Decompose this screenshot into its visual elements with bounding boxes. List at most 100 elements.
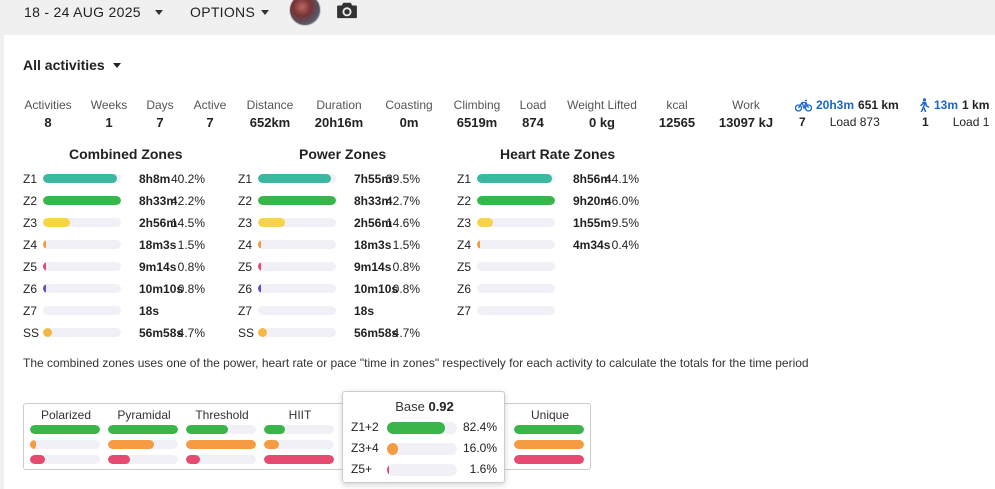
zone-row: Z4 18m3s 1.5% bbox=[23, 236, 213, 254]
zone-label: Z2 bbox=[23, 194, 38, 208]
zone-row: Z1 8h8m 40.2% bbox=[23, 170, 213, 188]
distribution-bar bbox=[514, 455, 584, 464]
stat-kcal: kcal 12565 bbox=[652, 98, 702, 130]
zone-bar-fill bbox=[258, 240, 262, 249]
zone-bar bbox=[258, 196, 336, 205]
zone-time: 2h56m bbox=[139, 216, 178, 230]
zone-row: Z7 18s bbox=[23, 302, 213, 320]
zone-label: Z5 bbox=[23, 260, 38, 274]
stat-label: Weight Lifted bbox=[567, 98, 637, 112]
options-label: OPTIONS bbox=[190, 4, 256, 20]
zone-time: 18s bbox=[354, 304, 375, 318]
zone-bar bbox=[258, 218, 336, 227]
date-range-selector[interactable]: 18 - 24 AUG 2025 bbox=[24, 4, 163, 20]
base-tooltip: Base 0.92 Z1+2 82.4% Z3+4 16.0% Z5+ 1.6% bbox=[342, 391, 505, 483]
zone-row: Z5 9m14s 0.8% bbox=[23, 258, 213, 276]
zone-bar bbox=[477, 218, 555, 227]
stat-distance: Distance 652km bbox=[242, 98, 298, 130]
zone-label: Z3 bbox=[238, 216, 253, 230]
avatar[interactable] bbox=[289, 0, 321, 26]
options-menu-button[interactable]: OPTIONS bbox=[190, 4, 270, 20]
distribution-bar bbox=[186, 425, 256, 434]
zone-bar-fill bbox=[43, 262, 46, 271]
stat-label: Activities bbox=[24, 98, 72, 112]
stat-label: Coasting bbox=[385, 98, 433, 112]
zone-time: 1h55m bbox=[573, 216, 612, 230]
zone-bar bbox=[43, 306, 121, 315]
distribution-title: Polarized bbox=[40, 408, 92, 422]
chevron-down-icon bbox=[112, 62, 121, 68]
distribution-hiit[interactable]: HIIT bbox=[264, 408, 336, 464]
stat-value: 7 bbox=[206, 115, 214, 130]
zone-percent: 1.5% bbox=[177, 238, 205, 252]
distribution-unique[interactable]: Unique bbox=[514, 408, 586, 464]
tooltip-title-value: 0.92 bbox=[428, 399, 454, 414]
main-panel: All activities Activities 8 Weeks 1 Days… bbox=[4, 35, 995, 489]
tooltip-row-key: Z3+4 bbox=[351, 441, 379, 455]
distribution-bar bbox=[264, 455, 334, 464]
stat-value: 13097 kJ bbox=[718, 115, 774, 130]
zone-label: Z3 bbox=[23, 216, 38, 230]
stat-value: 7 bbox=[156, 115, 164, 130]
zone-percent: 0.4% bbox=[611, 238, 639, 252]
top-bar: 18 - 24 AUG 2025 OPTIONS bbox=[0, 0, 995, 34]
sport-summary-ride[interactable]: 20h3m 651 km 7 Load 873 bbox=[795, 98, 899, 129]
stat-label: Days bbox=[146, 98, 174, 112]
zone-bar bbox=[258, 284, 336, 293]
walk-distance: 1 km bbox=[962, 98, 990, 112]
zone-bar bbox=[43, 284, 121, 293]
zone-bar-fill bbox=[43, 196, 121, 205]
zone-time: 18s bbox=[139, 304, 160, 318]
zone-label: Z3 bbox=[457, 216, 472, 230]
zone-row: Z4 4m34s 0.4% bbox=[457, 236, 647, 254]
zone-percent: 42.2% bbox=[170, 194, 205, 208]
zone-bar bbox=[258, 174, 336, 183]
stat-label: Work bbox=[732, 98, 760, 112]
distribution-bar bbox=[30, 425, 100, 434]
tooltip-row-bar bbox=[387, 464, 457, 476]
zone-row: Z3 2h56m 14.5% bbox=[23, 214, 213, 232]
distribution-title: Threshold bbox=[195, 408, 249, 422]
combined-zones-title: Combined Zones bbox=[69, 146, 183, 162]
distribution-polarized[interactable]: Polarized bbox=[30, 408, 102, 464]
stat-weeks: Weeks 1 bbox=[88, 98, 130, 130]
zone-label: Z1 bbox=[457, 172, 472, 186]
distribution-bar bbox=[30, 455, 100, 464]
distribution-bar bbox=[186, 440, 256, 449]
distribution-bar bbox=[186, 455, 256, 464]
distribution-pyramidal[interactable]: Pyramidal bbox=[108, 408, 180, 464]
tooltip-row-bar bbox=[387, 443, 457, 455]
stat-work: Work 13097 kJ bbox=[712, 98, 780, 130]
zone-percent: 14.5% bbox=[170, 216, 205, 230]
zone-bar bbox=[43, 174, 121, 183]
zone-row: Z7 18s bbox=[238, 302, 428, 320]
distribution-bar bbox=[264, 425, 334, 434]
distribution-title: Unique bbox=[530, 408, 570, 422]
zone-bar-fill bbox=[477, 174, 552, 183]
tooltip-title-prefix: Base bbox=[395, 399, 425, 414]
zone-bar bbox=[477, 284, 555, 293]
activity-filter-dropdown[interactable]: All activities bbox=[23, 57, 121, 73]
zone-label: Z5 bbox=[457, 260, 472, 274]
tooltip-row-value: 82.4% bbox=[462, 420, 497, 434]
tooltip-row: Z5+ 1.6% bbox=[351, 461, 501, 479]
zone-row: Z2 8h33m 42.7% bbox=[238, 192, 428, 210]
distribution-threshold[interactable]: Threshold bbox=[186, 408, 258, 464]
walk-duration: 13m bbox=[934, 98, 959, 112]
zone-time: 10m10s bbox=[354, 282, 399, 296]
camera-icon[interactable] bbox=[336, 1, 358, 19]
zone-bar-fill bbox=[258, 218, 286, 227]
tooltip-row-value: 16.0% bbox=[462, 441, 497, 455]
zone-row: Z5 bbox=[457, 258, 647, 276]
zone-bar bbox=[43, 240, 121, 249]
bike-icon bbox=[795, 99, 812, 112]
zone-time: 18m3s bbox=[139, 238, 177, 252]
zone-time: 9m14s bbox=[139, 260, 177, 274]
stat-label: Duration bbox=[316, 98, 362, 112]
sport-summary-walk[interactable]: 13m 1 km 1 Load 1 bbox=[918, 98, 989, 129]
distribution-bar bbox=[108, 440, 178, 449]
walk-icon bbox=[920, 98, 930, 112]
zone-time: 4m34s bbox=[573, 238, 611, 252]
activity-filter-label: All activities bbox=[23, 57, 105, 73]
zone-bar bbox=[43, 262, 121, 271]
